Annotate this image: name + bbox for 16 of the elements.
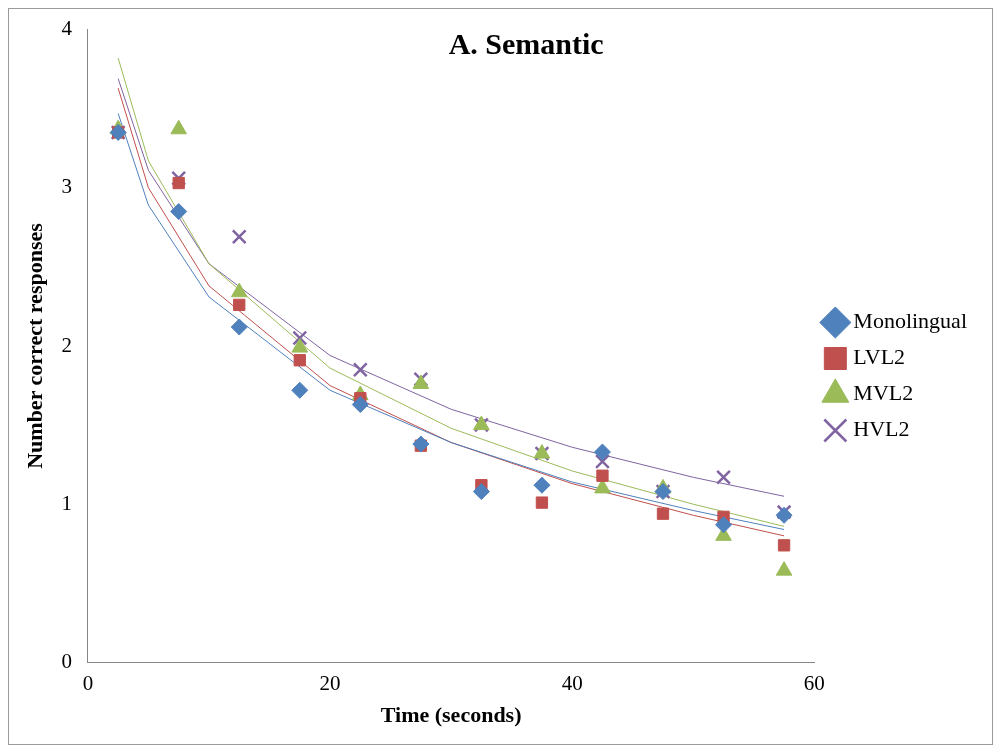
legend-label: Monolingual [853, 308, 968, 334]
y-tick-label: 1 [61, 490, 72, 515]
y-axis-title: Number correct responses [21, 222, 47, 469]
chart-title: A. Semantic [448, 27, 604, 61]
x-tick-label: 60 [803, 670, 825, 695]
x-tick-label: 20 [319, 670, 341, 695]
y-tick-label: 0 [61, 648, 72, 673]
legend-label: MVL2 [853, 380, 914, 406]
y-tick-label: 4 [61, 16, 73, 41]
y-tick-label: 2 [61, 332, 72, 357]
legend-label: HVL2 [853, 416, 910, 442]
x-tick-label: 40 [561, 670, 583, 695]
x-tick-label: 0 [82, 670, 94, 695]
y-tick-label: 3 [61, 174, 72, 199]
legend-label: LVL2 [853, 344, 906, 370]
x-axis-title: Time (seconds) [380, 702, 522, 728]
